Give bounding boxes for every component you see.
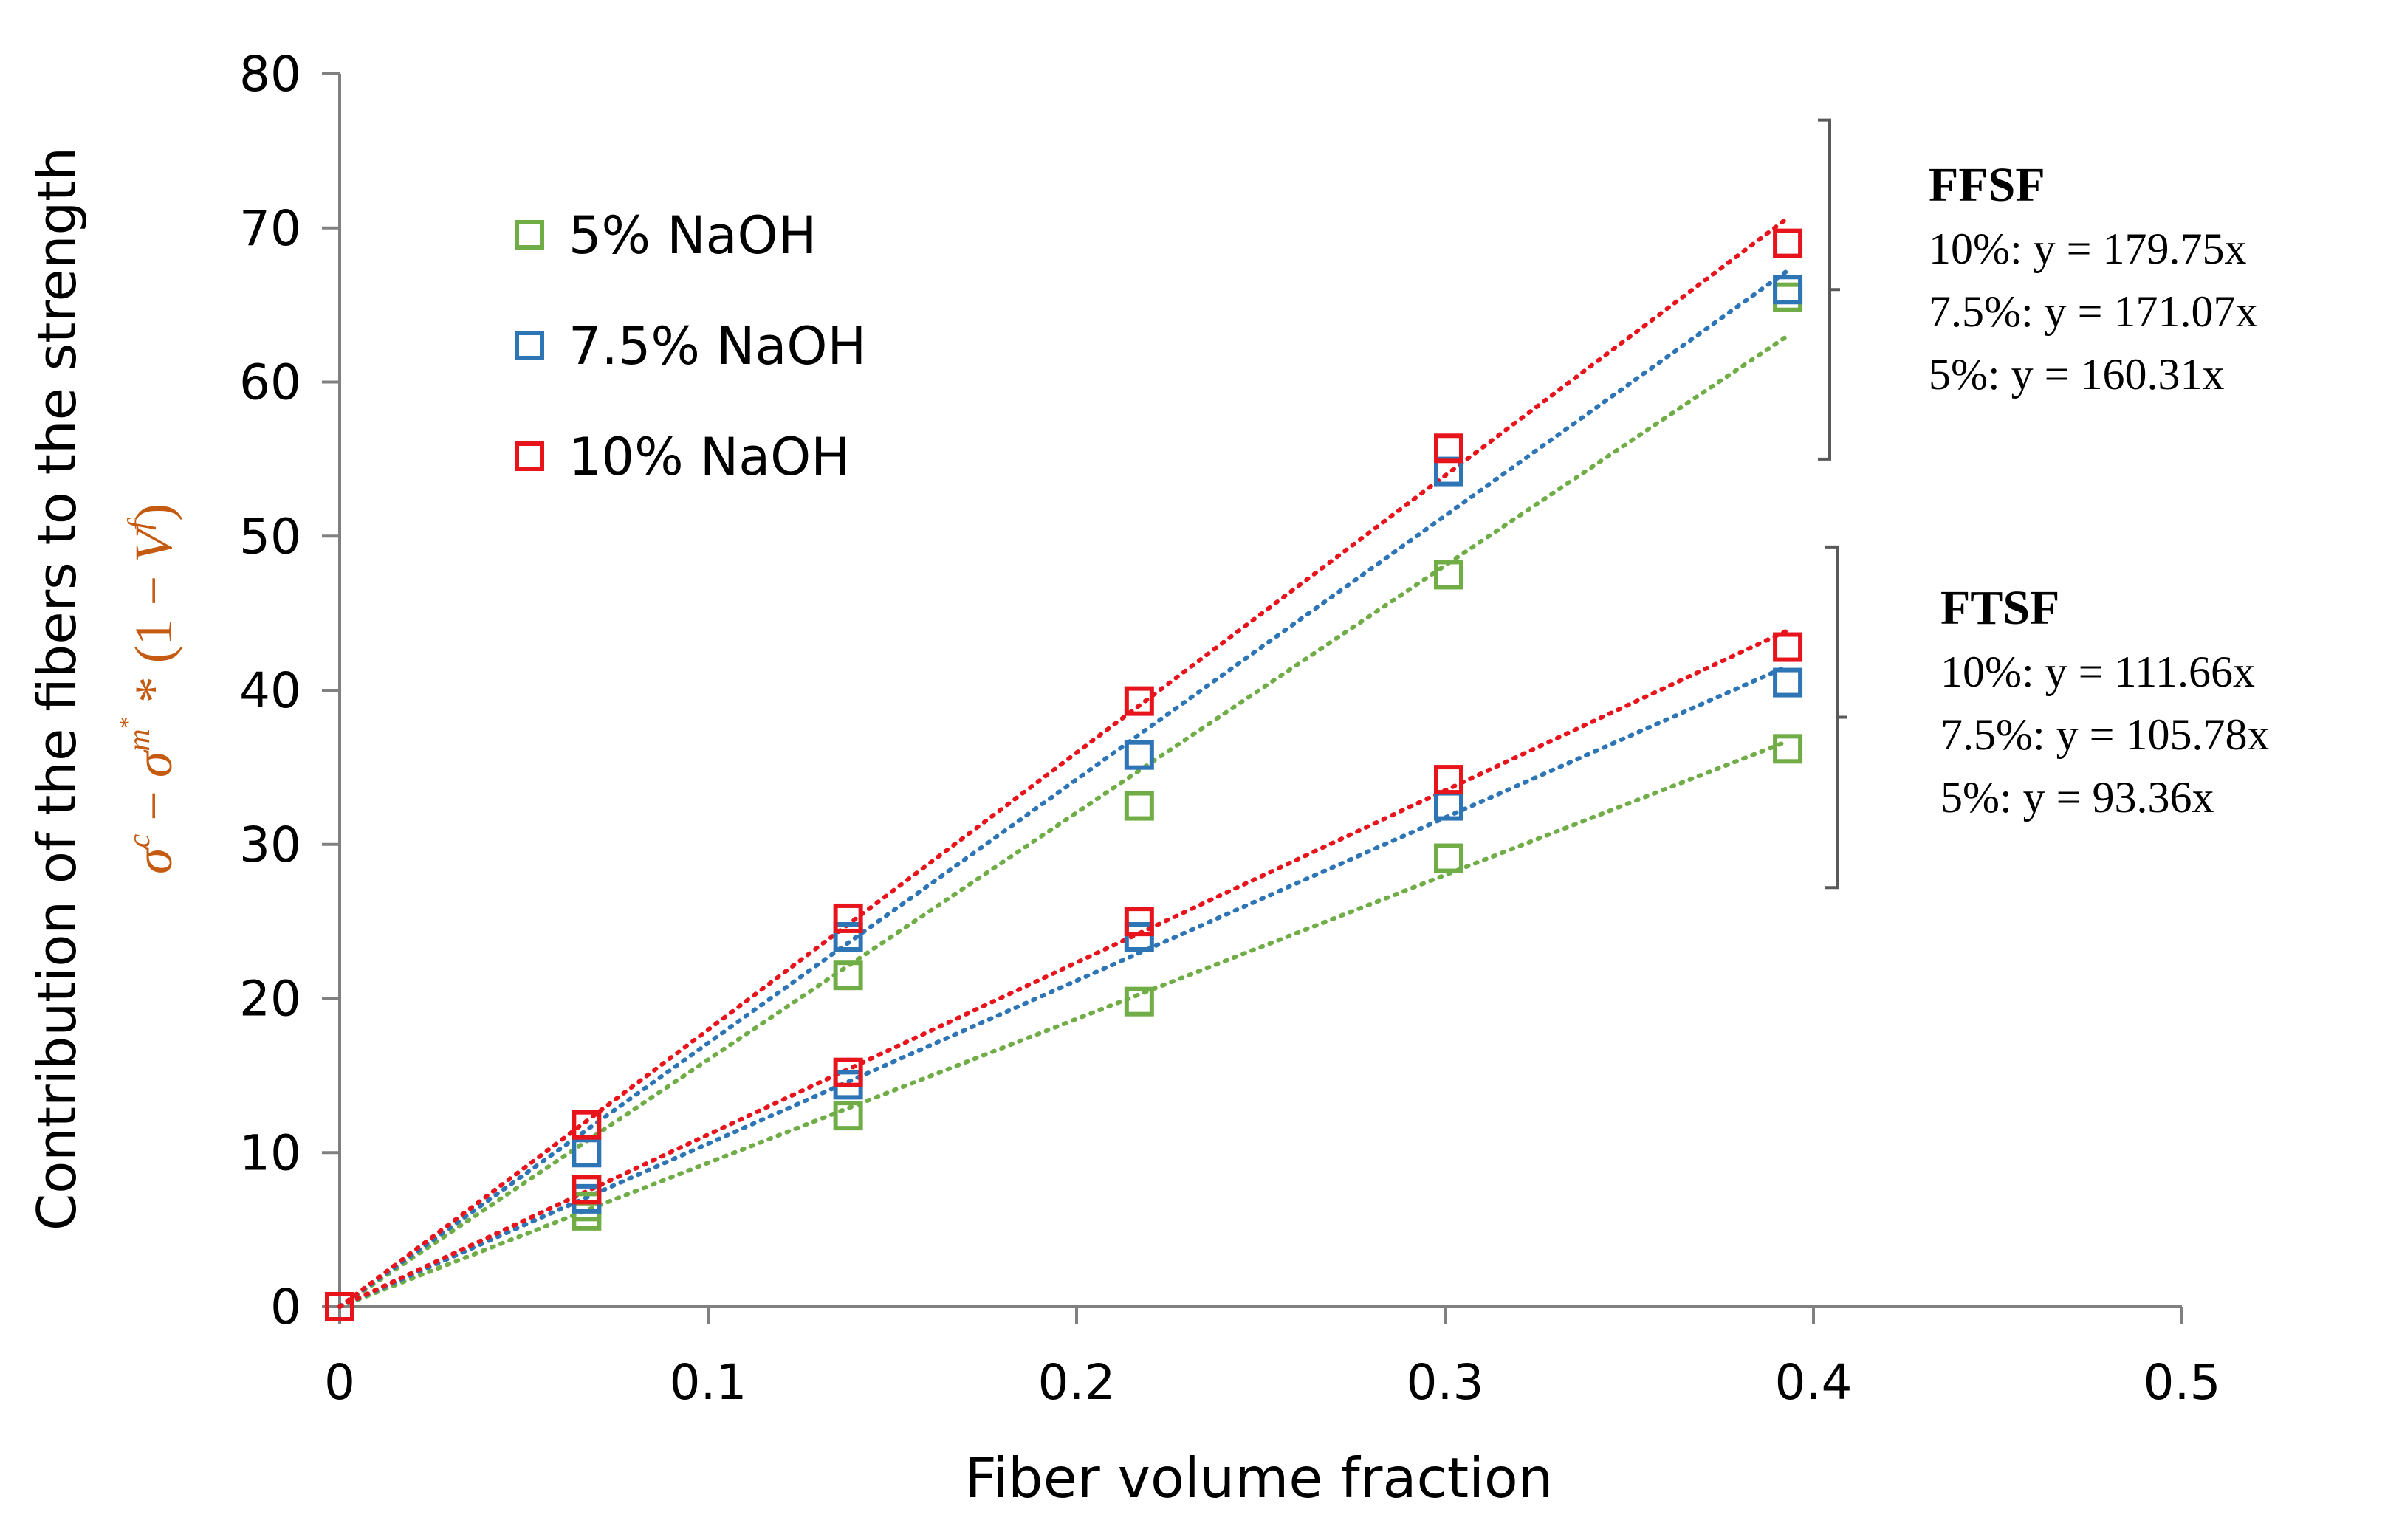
bracket-ftsf xyxy=(1825,545,1847,890)
point-ffsf-10pct-naoh xyxy=(833,903,863,933)
point-ftsf-10pct-naoh xyxy=(325,1292,354,1321)
annotation-equation: 5%: y = 160.31x xyxy=(1929,350,2225,399)
y-tick-label: 60 xyxy=(239,354,301,411)
legend: 5% NaOH 7.5% NaOH 10% NaOH xyxy=(515,205,866,487)
legend-item-10pct-naoh: 10% NaOH xyxy=(515,427,850,487)
point-ffsf-5pct-naoh xyxy=(1773,282,1803,312)
legend-item-7-5pct-naoh: 7.5% NaOH xyxy=(515,316,866,377)
point-ftsf-5pct-naoh xyxy=(1124,986,1154,1017)
annotation-ftsf: FTSF 10%: y = 111.66x 7.5%: y = 105.78x 5%:… xyxy=(1825,545,2270,890)
point-ffsf-7-5pct-naoh xyxy=(1773,275,1803,305)
axes: 0 0.1 0.2 0.3 0.4 0.5 0 10 20 30 40 50 60 70 80 xyxy=(239,46,2220,1411)
legend-label: 5% NaOH xyxy=(569,205,817,266)
legend-label: 10% NaOH xyxy=(569,427,850,487)
point-ffsf-5pct-naoh xyxy=(1124,791,1154,821)
legend-marker xyxy=(515,220,544,250)
data-points xyxy=(325,228,1803,1321)
y-axis-formula: σc − σm* * (1 − Vf) xyxy=(114,503,183,874)
legend-item-5pct-naoh: 5% NaOH xyxy=(515,205,817,266)
annotation-equation: 7.5%: y = 105.78x xyxy=(1940,710,2270,759)
x-tick-label: 0.3 xyxy=(1407,1354,1484,1411)
y-tick-label: 30 xyxy=(239,817,301,873)
point-ftsf-10pct-naoh xyxy=(572,1175,602,1205)
point-ftsf-10pct-naoh xyxy=(833,1057,863,1087)
annotation-ffsf: FFSF 10%: y = 179.75x 7.5%: y = 171.07x 5%:… xyxy=(1818,118,2258,461)
trendline-ffsf-7-5pct-naoh xyxy=(337,268,1791,1309)
trendlines xyxy=(337,216,1791,1309)
annotation-title: FFSF xyxy=(1929,158,2045,212)
point-ffsf-10pct-naoh xyxy=(572,1110,602,1140)
point-ftsf-7-5pct-naoh xyxy=(1124,922,1154,952)
point-ftsf-10pct-naoh xyxy=(1773,632,1803,662)
bracket-ffsf xyxy=(1818,118,1840,461)
y-tick-label: 70 xyxy=(239,200,301,257)
point-ftsf-5pct-naoh xyxy=(572,1200,602,1231)
legend-marker xyxy=(515,331,544,360)
point-ftsf-7-5pct-naoh xyxy=(1773,667,1803,698)
annotation-equation: 10%: y = 111.66x xyxy=(1940,647,2255,696)
y-tick-label: 40 xyxy=(239,662,301,719)
y-tick-label: 50 xyxy=(239,508,301,565)
point-ffsf-10pct-naoh xyxy=(1124,686,1154,716)
trendline-ftsf-10pct-naoh xyxy=(337,628,1791,1309)
legend-marker xyxy=(515,441,544,471)
x-tick-label: 0 xyxy=(324,1354,355,1411)
y-tick-label: 0 xyxy=(270,1279,301,1336)
x-tick-label: 0.1 xyxy=(670,1354,747,1411)
x-tick-label: 0.5 xyxy=(2144,1354,2221,1411)
point-ftsf-10pct-naoh xyxy=(1433,765,1463,795)
x-tick-label: 0.4 xyxy=(1775,1354,1853,1411)
annotation-equation: 5%: y = 93.36x xyxy=(1940,773,2214,822)
annotations: FFSF 10%: y = 179.75x 7.5%: y = 171.07x 5%:… xyxy=(1818,118,2270,890)
y-tick-label: 20 xyxy=(239,971,301,1028)
point-ffsf-7-5pct-naoh xyxy=(833,922,863,952)
point-ftsf-10pct-naoh xyxy=(1124,907,1154,937)
y-tick-label: 80 xyxy=(239,46,301,103)
point-ffsf-7-5pct-naoh xyxy=(572,1138,602,1168)
annotation-title: FTSF xyxy=(1940,581,2059,635)
point-ffsf-5pct-naoh xyxy=(833,960,863,991)
point-ftsf-5pct-naoh xyxy=(1433,843,1463,873)
point-ftsf-5pct-naoh xyxy=(1773,734,1803,764)
x-axis-title: Fiber volume fraction xyxy=(965,1446,1554,1510)
point-ftsf-5pct-naoh xyxy=(833,1101,863,1131)
legend-label: 7.5% NaOH xyxy=(569,316,866,377)
point-ffsf-7-5pct-naoh xyxy=(1124,740,1154,770)
annotation-equation: 7.5%: y = 171.07x xyxy=(1929,287,2258,336)
y-axis-title: Contribution of the fibers to the streng… xyxy=(26,147,88,1231)
point-ffsf-10pct-naoh xyxy=(1433,433,1463,464)
point-ffsf-10pct-naoh xyxy=(1773,228,1803,258)
trendline-ffsf-10pct-naoh xyxy=(337,216,1791,1309)
y-tick-label: 10 xyxy=(239,1124,301,1181)
point-ffsf-5pct-naoh xyxy=(1433,560,1463,590)
trendline-ffsf-5pct-naoh xyxy=(337,333,1791,1309)
trendline-ftsf-5pct-naoh xyxy=(337,739,1791,1309)
annotation-equation: 10%: y = 179.75x xyxy=(1929,224,2247,273)
axis-labels: Fiber volume fraction Contribution of th… xyxy=(26,147,1553,1510)
x-tick-label: 0.2 xyxy=(1038,1354,1116,1411)
